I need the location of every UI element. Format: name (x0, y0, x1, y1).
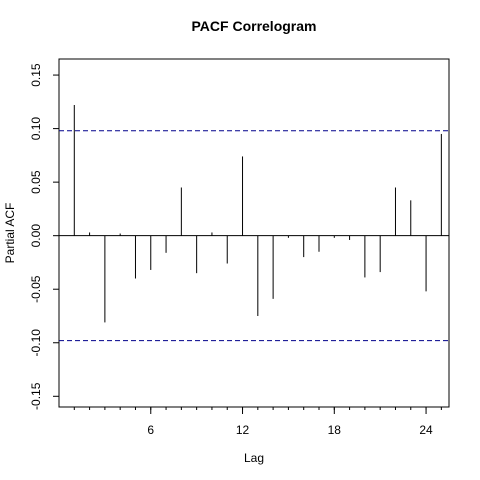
y-axis-label: Partial ACF (3, 203, 17, 264)
y-tick-label: -0.10 (29, 329, 43, 357)
y-tick-label: 0.15 (29, 63, 43, 87)
x-axis: 6 12 18 24 (73, 407, 442, 437)
y-tick-label: 0.05 (29, 170, 43, 194)
y-tick-label: -0.15 (29, 382, 43, 410)
x-tick-label: 18 (328, 423, 342, 437)
x-tick-label: 24 (419, 423, 433, 437)
y-tick-label: 0.00 (29, 224, 43, 248)
y-axis: -0.15 -0.10 -0.05 0.00 0.05 0.10 0.15 (29, 63, 59, 410)
x-axis-label: Lag (244, 451, 264, 465)
x-tick-label: 12 (236, 423, 250, 437)
pacf-bars (73, 105, 442, 323)
y-tick-label: -0.05 (29, 275, 43, 303)
chart-title: PACF Correlogram (192, 18, 317, 34)
plot-frame (58, 58, 450, 408)
y-tick-label: 0.10 (29, 117, 43, 141)
x-tick-label: 6 (147, 423, 154, 437)
confidence-bands (59, 130, 449, 342)
